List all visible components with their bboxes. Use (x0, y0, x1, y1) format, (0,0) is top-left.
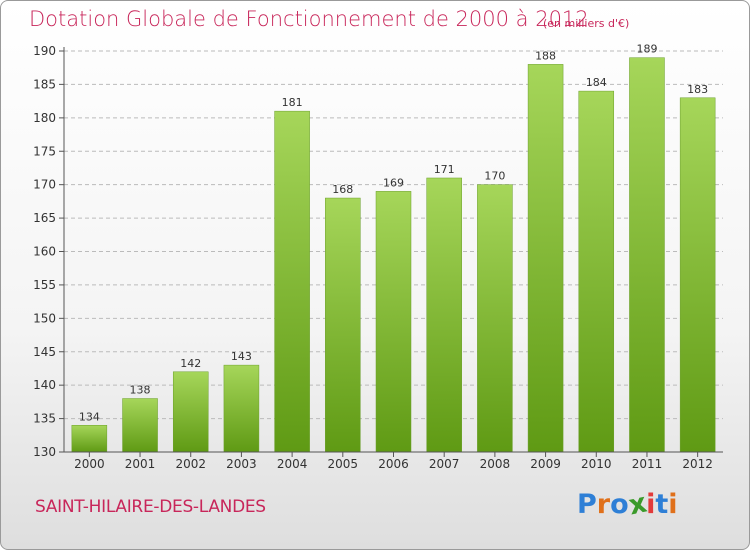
y-tick-label: 160 (33, 245, 56, 259)
y-tick-label: 135 (33, 412, 56, 426)
x-tick-label: 2005 (328, 457, 359, 471)
y-tick-label: 170 (33, 178, 56, 192)
proxiti-logo: Proxiti (577, 488, 678, 522)
bar-2004 (274, 110, 310, 453)
y-tick-label: 130 (33, 445, 56, 459)
value-label: 188 (535, 49, 556, 62)
value-label: 168 (332, 183, 353, 196)
bar-2002 (172, 371, 209, 453)
bar-2012 (679, 97, 716, 453)
x-tick-label: 2001 (125, 457, 156, 471)
value-label: 138 (130, 384, 151, 397)
bar-2006 (375, 191, 412, 453)
bar-2009 (527, 64, 564, 453)
logo-letter: o (610, 489, 629, 520)
logo-letter: t (655, 489, 669, 520)
y-tick-label: 140 (33, 378, 56, 392)
value-label: 142 (180, 357, 201, 370)
logo-letter: i (646, 489, 656, 520)
value-label: 143 (231, 350, 252, 363)
x-tick-label: 2002 (175, 457, 206, 471)
x-tick-label: 2007 (429, 457, 460, 471)
logo-letter: r (596, 489, 611, 520)
y-tick-label: 185 (33, 77, 56, 91)
x-tick-label: 2011 (632, 457, 663, 471)
y-tick-label: 180 (33, 111, 56, 125)
y-tick-label: 150 (33, 311, 56, 325)
value-label: 181 (282, 96, 303, 109)
x-tick-label: 2003 (226, 457, 257, 471)
y-tick-label: 165 (33, 211, 56, 225)
value-label: 189 (636, 43, 657, 56)
bar-2003 (223, 364, 260, 453)
chart-title: Dotation Globale de Fonctionnement de 20… (29, 7, 589, 31)
value-label: 169 (383, 176, 404, 189)
x-tick-label: 2004 (277, 457, 308, 471)
commune-name: SAINT-HILAIRE-DES-LANDES (35, 497, 266, 517)
chart-unit: (en milliers d'€) (543, 17, 630, 30)
logo-letter: P (577, 489, 597, 520)
logo-letter: i (668, 489, 678, 520)
y-tick-label: 155 (33, 278, 56, 292)
x-tick-label: 2012 (682, 457, 713, 471)
value-label: 171 (434, 163, 455, 176)
bar-2011 (629, 57, 665, 453)
y-tick-label: 175 (33, 144, 56, 158)
x-tick-label: 2010 (581, 457, 612, 471)
x-tick-label: 2008 (480, 457, 511, 471)
bar-2010 (578, 90, 615, 453)
x-tick-label: 2000 (74, 457, 105, 471)
y-tick-label: 145 (33, 345, 56, 359)
value-label: 134 (79, 410, 100, 423)
value-label: 184 (586, 76, 607, 89)
y-tick-label: 190 (33, 44, 56, 58)
bar-2008 (477, 184, 513, 453)
bar-2005 (325, 197, 361, 453)
value-label: 170 (484, 170, 505, 183)
x-tick-label: 2006 (378, 457, 409, 471)
bar-2007 (426, 177, 462, 453)
bar-2000 (71, 425, 108, 453)
bar-2001 (122, 398, 158, 453)
x-tick-label: 2009 (530, 457, 561, 471)
value-label: 183 (687, 83, 708, 96)
